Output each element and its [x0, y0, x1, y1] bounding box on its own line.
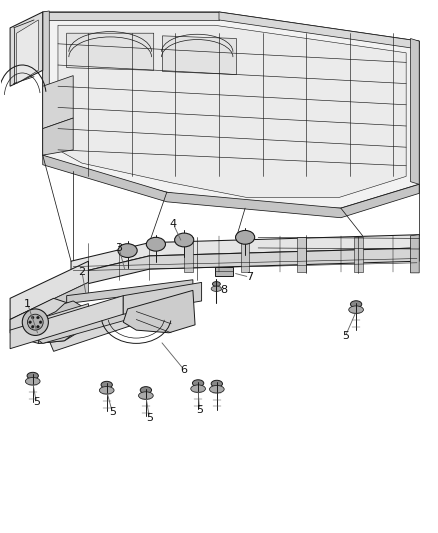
Ellipse shape: [37, 326, 39, 328]
Polygon shape: [17, 20, 39, 84]
Polygon shape: [32, 304, 156, 343]
Text: 8: 8: [220, 285, 227, 295]
Text: 1: 1: [24, 298, 31, 309]
Text: 4: 4: [170, 219, 177, 229]
Ellipse shape: [99, 386, 114, 394]
Polygon shape: [67, 33, 154, 70]
Polygon shape: [123, 288, 197, 314]
Polygon shape: [410, 235, 419, 273]
Ellipse shape: [25, 377, 40, 385]
Polygon shape: [410, 38, 419, 184]
Polygon shape: [36, 304, 88, 327]
Polygon shape: [43, 12, 419, 208]
Polygon shape: [49, 309, 149, 351]
Ellipse shape: [146, 237, 166, 251]
Polygon shape: [241, 237, 250, 272]
Ellipse shape: [191, 385, 205, 392]
Polygon shape: [67, 280, 193, 304]
Polygon shape: [43, 12, 219, 20]
Ellipse shape: [138, 392, 153, 399]
Ellipse shape: [32, 316, 34, 319]
Polygon shape: [10, 261, 88, 319]
Text: 2: 2: [78, 267, 85, 277]
Ellipse shape: [350, 301, 362, 308]
Polygon shape: [43, 11, 49, 155]
Polygon shape: [123, 282, 201, 314]
Text: 3: 3: [115, 243, 122, 253]
Ellipse shape: [39, 321, 42, 324]
Polygon shape: [219, 12, 419, 49]
Polygon shape: [10, 298, 86, 343]
Text: 5: 5: [342, 332, 349, 342]
Ellipse shape: [118, 244, 137, 257]
Text: 5: 5: [109, 407, 116, 417]
Polygon shape: [10, 296, 123, 349]
Ellipse shape: [29, 321, 32, 324]
Ellipse shape: [211, 286, 222, 292]
Ellipse shape: [37, 316, 39, 319]
Text: 5: 5: [33, 397, 40, 407]
Ellipse shape: [27, 373, 39, 379]
Text: 5: 5: [196, 405, 203, 415]
Ellipse shape: [236, 230, 254, 244]
Polygon shape: [43, 118, 73, 155]
Polygon shape: [43, 76, 73, 128]
Polygon shape: [43, 155, 419, 217]
Polygon shape: [354, 237, 363, 272]
Ellipse shape: [101, 381, 113, 388]
Ellipse shape: [212, 281, 220, 286]
Polygon shape: [215, 266, 233, 276]
Polygon shape: [162, 36, 237, 75]
Polygon shape: [71, 248, 419, 288]
Text: 6: 6: [181, 365, 187, 375]
Ellipse shape: [211, 380, 223, 387]
Text: 5: 5: [146, 413, 153, 423]
Text: 7: 7: [246, 272, 253, 282]
Polygon shape: [184, 237, 193, 272]
Ellipse shape: [28, 314, 43, 330]
Polygon shape: [58, 25, 406, 198]
Ellipse shape: [192, 379, 204, 386]
Polygon shape: [123, 290, 195, 333]
Polygon shape: [10, 282, 88, 330]
Ellipse shape: [140, 386, 152, 393]
Ellipse shape: [22, 309, 48, 335]
Polygon shape: [297, 237, 306, 272]
Polygon shape: [10, 12, 43, 86]
Polygon shape: [39, 301, 86, 343]
Ellipse shape: [209, 385, 224, 393]
Polygon shape: [71, 235, 419, 274]
Ellipse shape: [349, 306, 364, 313]
Ellipse shape: [175, 233, 194, 247]
Ellipse shape: [32, 326, 34, 328]
